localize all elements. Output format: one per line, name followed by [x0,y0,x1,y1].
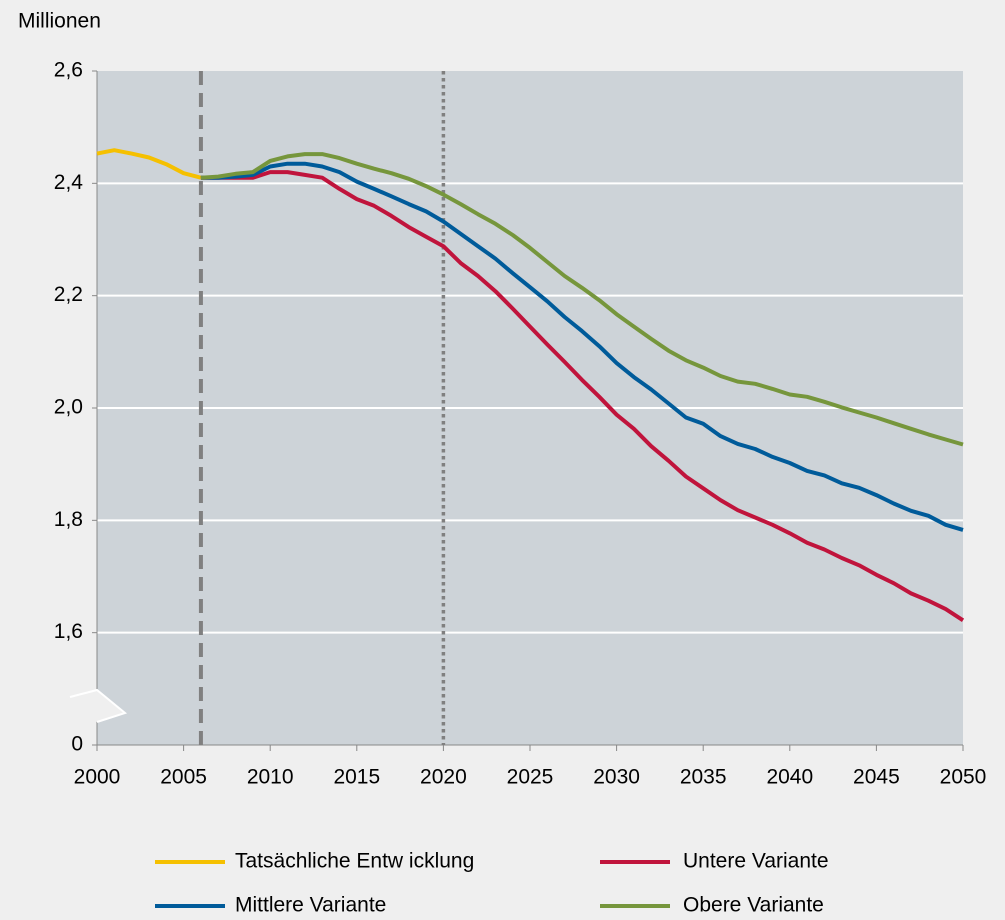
series-line [200,152,964,447]
x-tick-label: 2040 [766,766,813,789]
legend-label: Obere Variante [683,894,824,917]
x-tick-label: 2050 [940,766,987,789]
x-tick-label: 2045 [853,766,900,789]
x-tick-label: 2015 [333,766,380,789]
y-tick-label: 2,4 [54,171,84,194]
x-tick-label: 2000 [74,766,121,789]
series-line [200,170,965,622]
legend-label: Untere Variante [683,850,829,873]
legend-label: Mittlere Variante [235,894,386,917]
y-tick-label: 0 [71,733,83,756]
x-tick-label: 2020 [420,766,467,789]
x-tick-label: 2025 [507,766,554,789]
y-tick-label: 1,6 [54,620,83,643]
series-line [96,148,202,180]
x-tick-label: 2010 [247,766,294,789]
y-tick-label: 1,8 [54,508,83,531]
y-axis-label: Millionen [18,10,101,33]
series-line [200,161,964,532]
y-tick-label: 2,2 [54,283,83,306]
y-tick-label: 2,0 [54,396,83,419]
axis-break-lines [69,688,128,723]
x-tick-label: 2005 [160,766,207,789]
y-tick-label: 2,6 [54,59,83,82]
x-tick-label: 2030 [593,766,640,789]
x-tick-label: 2035 [680,766,727,789]
axis-break [70,690,125,722]
legend-label: Tatsächliche Entw icklung [235,850,474,873]
